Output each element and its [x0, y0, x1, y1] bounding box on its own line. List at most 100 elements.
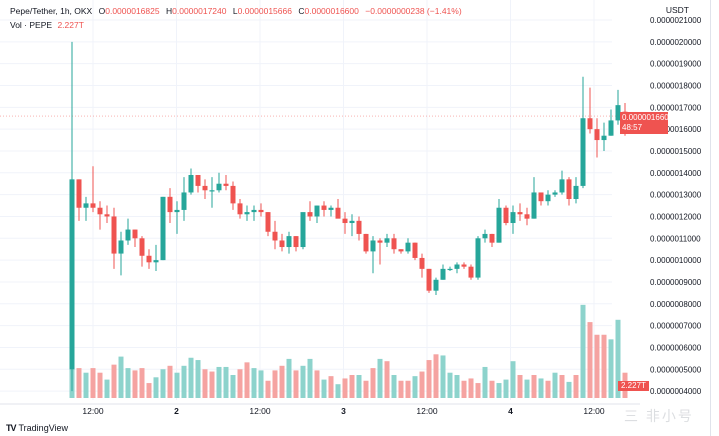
- candle[interactable]: [489, 233, 495, 248]
- candle-body: [69, 179, 75, 370]
- candle[interactable]: [146, 249, 152, 269]
- price-tick-label: 0.0000015000: [650, 147, 702, 156]
- candle[interactable]: [321, 201, 327, 217]
- candle-body: [496, 207, 502, 243]
- candle[interactable]: [279, 233, 285, 252]
- candle[interactable]: [405, 238, 411, 254]
- candle[interactable]: [419, 253, 425, 278]
- candle[interactable]: [363, 233, 369, 254]
- candle[interactable]: [286, 231, 292, 254]
- candle[interactable]: [181, 177, 187, 221]
- candle[interactable]: [391, 233, 397, 254]
- candle[interactable]: [517, 203, 523, 221]
- candle[interactable]: [237, 199, 243, 219]
- candle[interactable]: [125, 218, 131, 245]
- candle[interactable]: [83, 196, 89, 221]
- candle[interactable]: [314, 205, 320, 224]
- candle[interactable]: [335, 199, 341, 219]
- candle[interactable]: [76, 179, 82, 221]
- candle[interactable]: [608, 109, 614, 136]
- candle[interactable]: [202, 179, 208, 200]
- candle[interactable]: [111, 207, 117, 269]
- candle[interactable]: [258, 203, 264, 217]
- candle[interactable]: [307, 201, 313, 221]
- candle[interactable]: [230, 181, 236, 210]
- candle[interactable]: [440, 264, 446, 280]
- candle[interactable]: [433, 277, 439, 296]
- candle[interactable]: [510, 205, 516, 234]
- candle[interactable]: [216, 172, 222, 193]
- candle-body: [615, 105, 621, 121]
- tradingview-branding[interactable]: TV TradingView: [6, 423, 68, 433]
- candle[interactable]: [223, 174, 229, 191]
- candle[interactable]: [566, 177, 572, 206]
- candle[interactable]: [132, 229, 138, 248]
- candle[interactable]: [349, 214, 355, 237]
- candle[interactable]: [559, 170, 565, 195]
- candle[interactable]: [174, 201, 180, 234]
- candle[interactable]: [342, 212, 348, 234]
- candle[interactable]: [104, 205, 110, 224]
- candle[interactable]: [454, 262, 460, 274]
- candle[interactable]: [503, 205, 509, 226]
- candle[interactable]: [461, 262, 467, 269]
- candle[interactable]: [545, 190, 551, 206]
- volume-bar: [160, 369, 166, 398]
- candle[interactable]: [524, 207, 530, 226]
- candle[interactable]: [160, 196, 166, 261]
- candle[interactable]: [97, 201, 103, 230]
- volume-bar: [111, 364, 117, 398]
- volume-label[interactable]: Vol · PEPE: [10, 20, 53, 30]
- candle[interactable]: [153, 244, 159, 272]
- symbol-title[interactable]: Pepe/Tether, 1h, OKX: [10, 6, 93, 16]
- price-tick-label: 0.0000005000: [650, 365, 702, 374]
- candle[interactable]: [167, 188, 173, 224]
- candle[interactable]: [209, 177, 215, 208]
- change-value: −0.0000000238 (−1.41%): [365, 6, 462, 16]
- price-tick-label: 0.0000021000: [650, 16, 702, 25]
- candle[interactable]: [496, 199, 502, 243]
- candle-body: [601, 135, 607, 141]
- candle[interactable]: [384, 233, 390, 248]
- candle[interactable]: [601, 122, 607, 151]
- candle[interactable]: [251, 205, 257, 221]
- candle[interactable]: [377, 238, 383, 265]
- candle[interactable]: [552, 190, 558, 197]
- candle[interactable]: [475, 236, 481, 280]
- candle[interactable]: [615, 89, 621, 125]
- candle-body: [356, 220, 362, 234]
- candle[interactable]: [468, 264, 474, 280]
- candle[interactable]: [69, 41, 75, 392]
- candle[interactable]: [300, 212, 306, 250]
- candle-body: [216, 183, 222, 191]
- candle[interactable]: [272, 220, 278, 250]
- candle[interactable]: [356, 216, 362, 241]
- candle[interactable]: [538, 192, 544, 206]
- candle[interactable]: [244, 205, 250, 221]
- candle[interactable]: [293, 236, 299, 252]
- candle[interactable]: [573, 177, 579, 204]
- candle[interactable]: [426, 268, 432, 293]
- candle[interactable]: [447, 266, 453, 272]
- candle[interactable]: [188, 168, 194, 195]
- candle-body: [314, 205, 320, 217]
- candle[interactable]: [412, 242, 418, 261]
- price-tick-label: 0.0000018000: [650, 81, 702, 90]
- volume-bar: [125, 368, 131, 398]
- candle[interactable]: [265, 212, 271, 237]
- candle[interactable]: [580, 76, 586, 189]
- candle-body: [552, 192, 558, 195]
- candle[interactable]: [139, 236, 145, 267]
- candle-body: [594, 129, 600, 141]
- candle[interactable]: [482, 229, 488, 243]
- candle[interactable]: [587, 87, 593, 134]
- candle[interactable]: [531, 177, 537, 219]
- candle[interactable]: [118, 231, 124, 276]
- candle[interactable]: [594, 118, 600, 158]
- candle[interactable]: [195, 174, 201, 193]
- candle[interactable]: [90, 166, 96, 213]
- candle[interactable]: [328, 205, 334, 217]
- candle[interactable]: [398, 249, 404, 254]
- candle[interactable]: [370, 236, 376, 274]
